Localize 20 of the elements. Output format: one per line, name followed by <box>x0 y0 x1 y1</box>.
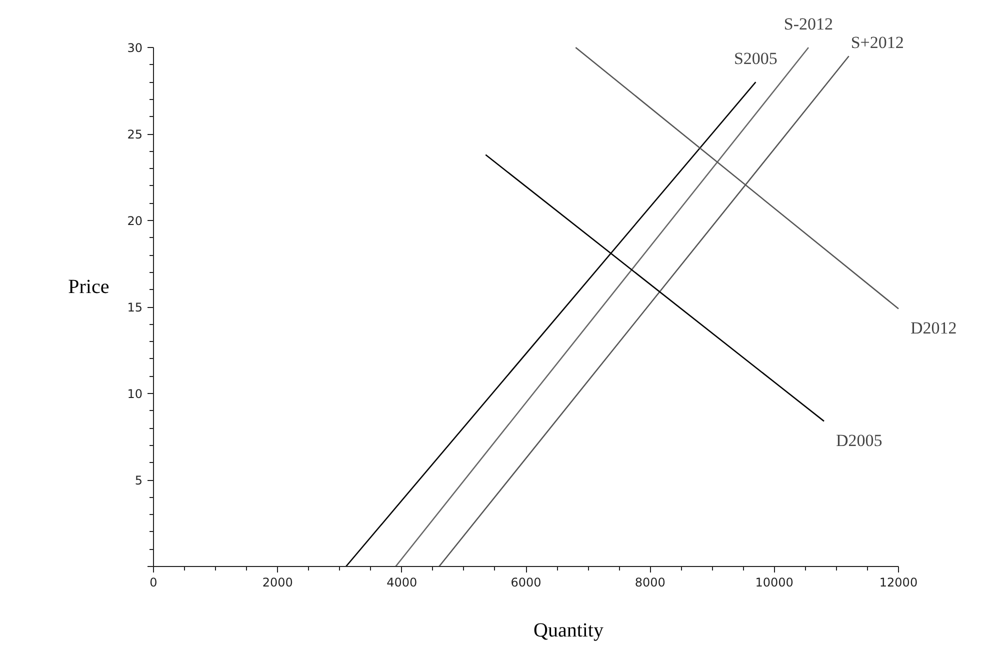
x-tick-label: 10000 <box>755 576 794 590</box>
y-tick-label: 10 <box>127 387 143 401</box>
x-axis-title: Quantity <box>534 620 604 642</box>
x-tick-label: 0 <box>150 576 158 590</box>
y-tick-label: 15 <box>127 300 143 314</box>
x-tick-label: 2000 <box>262 576 293 590</box>
y-tick-label: 30 <box>127 41 143 55</box>
y-tick-label: 20 <box>127 214 143 228</box>
y-axis-title: Price <box>68 276 110 298</box>
y-tick-label: 5 <box>134 474 143 488</box>
x-tick-label: 4000 <box>386 576 418 590</box>
series-label: D2005 <box>836 431 882 450</box>
series-label: S-2012 <box>784 14 834 34</box>
x-tick-label: 12000 <box>879 576 918 590</box>
series-label: S2005 <box>734 49 778 68</box>
series-label: D2012 <box>910 318 957 338</box>
series-label: S+2012 <box>850 33 904 52</box>
x-tick-label: 8000 <box>634 576 666 590</box>
x-tick-label: 6000 <box>510 576 542 590</box>
y-tick-label: 25 <box>127 128 143 142</box>
